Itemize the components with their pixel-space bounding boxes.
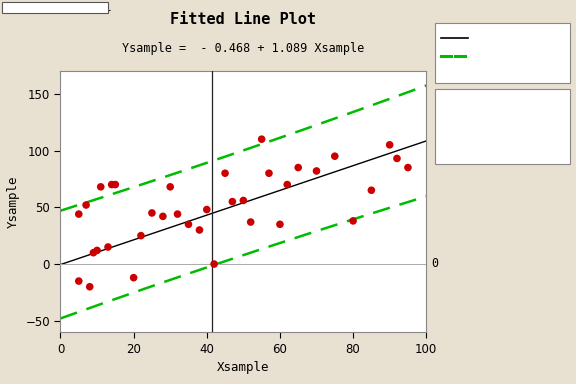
Point — [184, 221, 193, 227]
Point — [385, 142, 394, 148]
Point — [348, 218, 358, 224]
Point — [81, 202, 90, 208]
Point — [111, 182, 120, 188]
Point — [173, 211, 182, 217]
Point — [264, 170, 274, 176]
Point — [312, 168, 321, 174]
Text: 26.8562: 26.8562 — [517, 100, 564, 110]
Point — [74, 278, 84, 284]
Point — [129, 275, 138, 281]
Y-axis label: Ysample: Ysample — [7, 175, 20, 228]
Point — [392, 156, 401, 162]
Point — [137, 233, 146, 239]
Text: R-Sq(adj): R-Sq(adj) — [442, 145, 502, 155]
Point — [92, 247, 101, 253]
Point — [89, 250, 98, 256]
Point — [257, 136, 266, 142]
Point — [210, 261, 219, 267]
Point — [246, 219, 255, 225]
Text: 0: 0 — [432, 257, 439, 270]
Point — [403, 164, 412, 170]
Text: 53.9%: 53.9% — [530, 145, 564, 155]
Point — [85, 284, 94, 290]
Point — [74, 211, 84, 217]
Point — [107, 182, 116, 188]
Point — [294, 164, 303, 170]
Point — [158, 213, 168, 219]
Point — [202, 207, 211, 213]
Point — [228, 199, 237, 205]
Point — [104, 244, 113, 250]
Point — [330, 153, 339, 159]
Point — [221, 170, 230, 176]
Text: Ysample =  - 0.468 + 1.089 Xsample: Ysample = - 0.468 + 1.089 Xsample — [122, 42, 365, 55]
Text: 90% PI: 90% PI — [474, 51, 514, 61]
Text: 54.8%: 54.8% — [530, 123, 564, 133]
Text: S: S — [442, 100, 449, 110]
X-axis label: Xsample: Xsample — [217, 361, 270, 374]
Point — [275, 221, 285, 227]
Point — [238, 197, 248, 204]
Point — [195, 227, 204, 233]
Text: Fitted Line Plot: Fitted Line Plot — [170, 12, 316, 26]
Text: 41.2952, 0.238651: 41.2952, 0.238651 — [5, 3, 111, 13]
Point — [283, 182, 292, 188]
Point — [147, 210, 157, 216]
Point — [96, 184, 105, 190]
Text: R-Sq: R-Sq — [442, 123, 469, 133]
Point — [166, 184, 175, 190]
Point — [367, 187, 376, 193]
Text: Regression: Regression — [474, 33, 541, 43]
